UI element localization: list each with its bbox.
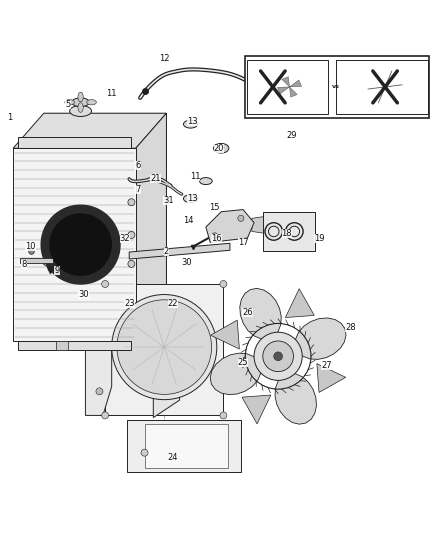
Polygon shape	[211, 320, 240, 349]
Text: 30: 30	[78, 290, 88, 300]
Circle shape	[254, 332, 302, 381]
Polygon shape	[245, 56, 429, 118]
Circle shape	[128, 199, 135, 206]
Text: 19: 19	[314, 233, 325, 243]
Text: 26: 26	[242, 308, 253, 317]
Polygon shape	[282, 77, 290, 87]
Circle shape	[96, 388, 103, 395]
Text: 11: 11	[106, 89, 117, 98]
Text: 21: 21	[150, 174, 161, 183]
Text: 6: 6	[135, 161, 141, 170]
Polygon shape	[105, 284, 223, 415]
Circle shape	[238, 215, 244, 221]
Text: 24: 24	[168, 453, 178, 462]
Text: 30: 30	[181, 257, 191, 266]
Text: 7: 7	[135, 185, 141, 195]
Polygon shape	[278, 87, 290, 94]
Polygon shape	[263, 212, 315, 251]
Text: 27: 27	[321, 360, 332, 369]
Text: 2: 2	[164, 247, 169, 256]
Polygon shape	[242, 395, 271, 424]
Ellipse shape	[78, 92, 83, 102]
Circle shape	[220, 280, 227, 287]
Circle shape	[102, 280, 109, 287]
Text: 10: 10	[25, 243, 36, 251]
Polygon shape	[275, 374, 317, 424]
Polygon shape	[129, 243, 230, 259]
Polygon shape	[290, 87, 297, 97]
Circle shape	[102, 412, 109, 419]
Ellipse shape	[184, 120, 198, 128]
Polygon shape	[18, 138, 131, 148]
Circle shape	[263, 341, 293, 372]
Circle shape	[128, 231, 135, 238]
Polygon shape	[252, 216, 267, 233]
Circle shape	[41, 205, 120, 284]
Polygon shape	[18, 341, 131, 350]
Polygon shape	[13, 148, 136, 341]
Text: 25: 25	[238, 358, 248, 367]
Text: 8: 8	[21, 260, 27, 269]
Polygon shape	[44, 113, 166, 306]
Circle shape	[220, 412, 227, 419]
Ellipse shape	[70, 106, 92, 117]
Ellipse shape	[65, 100, 74, 105]
Polygon shape	[13, 113, 166, 148]
Polygon shape	[127, 420, 241, 472]
Circle shape	[128, 260, 135, 268]
Text: 14: 14	[183, 216, 194, 225]
Ellipse shape	[184, 195, 198, 203]
Ellipse shape	[213, 143, 229, 153]
Text: 15: 15	[209, 203, 220, 212]
Polygon shape	[240, 288, 281, 339]
Polygon shape	[206, 209, 254, 243]
Ellipse shape	[200, 177, 212, 184]
Circle shape	[141, 449, 148, 456]
Polygon shape	[153, 330, 180, 418]
Text: 23: 23	[124, 299, 134, 308]
Circle shape	[117, 300, 212, 394]
Polygon shape	[290, 80, 301, 87]
Text: 29: 29	[286, 131, 297, 140]
Ellipse shape	[72, 98, 89, 107]
Text: 32: 32	[120, 233, 130, 243]
Text: 11: 11	[190, 172, 200, 181]
Text: 31: 31	[163, 196, 174, 205]
Circle shape	[212, 233, 218, 239]
Polygon shape	[317, 364, 346, 392]
Text: 1: 1	[7, 113, 12, 122]
Text: 28: 28	[345, 324, 356, 332]
Polygon shape	[20, 258, 53, 263]
Circle shape	[112, 295, 217, 400]
Polygon shape	[56, 341, 68, 350]
Polygon shape	[295, 318, 346, 359]
Text: 16: 16	[212, 233, 222, 243]
Polygon shape	[85, 319, 112, 415]
Text: 17: 17	[238, 238, 248, 247]
Ellipse shape	[87, 100, 96, 105]
Text: 20: 20	[214, 144, 224, 153]
Text: vs: vs	[332, 84, 339, 90]
Polygon shape	[286, 289, 314, 318]
Ellipse shape	[78, 103, 83, 112]
Text: 12: 12	[159, 54, 170, 63]
Text: 13: 13	[187, 117, 198, 126]
Polygon shape	[210, 353, 261, 394]
Polygon shape	[136, 113, 166, 341]
Text: 9: 9	[54, 266, 60, 276]
Circle shape	[274, 352, 283, 361]
Text: 18: 18	[282, 229, 292, 238]
Circle shape	[50, 214, 111, 275]
Text: 13: 13	[187, 194, 198, 203]
Text: 22: 22	[168, 299, 178, 308]
Polygon shape	[145, 424, 228, 468]
Text: 5: 5	[65, 100, 71, 109]
